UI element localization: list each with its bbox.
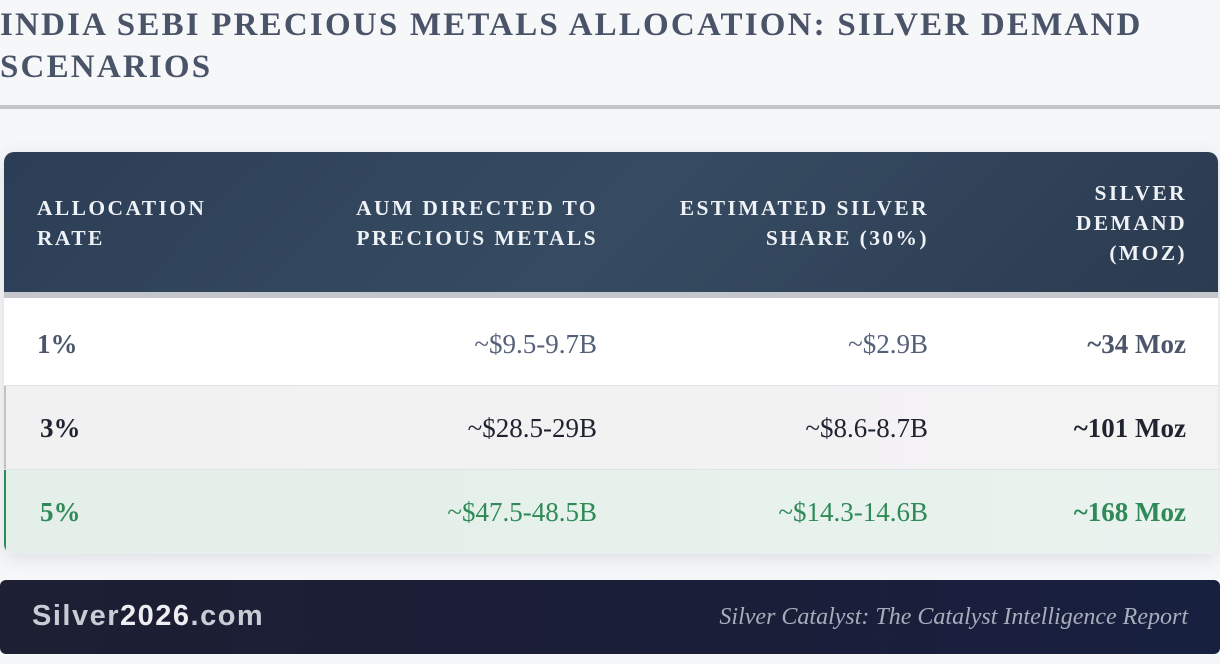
table-header: ALLOCATION RATE AUM DIRECTED TO PRECIOUS…	[4, 152, 1218, 298]
brand-part-silver: Silver	[32, 600, 120, 632]
brand-part-domain: .com	[190, 600, 265, 632]
table-row-highlighted: 5% ~$47.5-48.5B ~$14.3-14.6B ~168 Moz	[4, 470, 1218, 554]
cell-aum: ~$28.5-29B	[467, 413, 597, 443]
header-aum-directed: AUM DIRECTED TO PRECIOUS METALS	[356, 196, 598, 250]
cell-silver-share: ~$14.3-14.6B	[778, 497, 928, 527]
footer-bar: Silver2026.com Silver Catalyst: The Cata…	[0, 580, 1220, 654]
title-divider	[0, 105, 1220, 109]
cell-silver-demand: ~34 Moz	[1087, 329, 1186, 359]
brand-part-year: 2026	[120, 600, 191, 632]
cell-aum: ~$9.5-9.7B	[474, 329, 597, 359]
table-row: 1% ~$9.5-9.7B ~$2.9B ~34 Moz	[4, 302, 1218, 386]
header-silver-share: ESTIMATED SILVER SHARE (30%)	[679, 196, 929, 250]
header-allocation-rate: ALLOCATION RATE	[37, 196, 207, 250]
cell-allocation-rate: 3%	[40, 413, 81, 443]
page-title: INDIA SEBI PRECIOUS METALS ALLOCATION: S…	[0, 7, 1143, 85]
cell-silver-demand: ~101 Moz	[1073, 413, 1186, 443]
header-silver-demand: SILVER DEMAND (MOZ)	[1075, 181, 1187, 265]
brand-logo: Silver2026.com	[32, 580, 264, 654]
cell-silver-share: ~$8.6-8.7B	[805, 413, 928, 443]
table-row: 3% ~$28.5-29B ~$8.6-8.7B ~101 Moz	[4, 386, 1218, 470]
cell-silver-share: ~$2.9B	[848, 329, 928, 359]
cell-silver-demand: ~168 Moz	[1073, 497, 1186, 527]
cell-aum: ~$47.5-48.5B	[447, 497, 597, 527]
allocation-table: ALLOCATION RATE AUM DIRECTED TO PRECIOUS…	[4, 152, 1218, 554]
footer-tagline: Silver Catalyst: The Catalyst Intelligen…	[719, 604, 1188, 630]
cell-allocation-rate: 1%	[37, 329, 78, 359]
cell-allocation-rate: 5%	[40, 497, 81, 527]
